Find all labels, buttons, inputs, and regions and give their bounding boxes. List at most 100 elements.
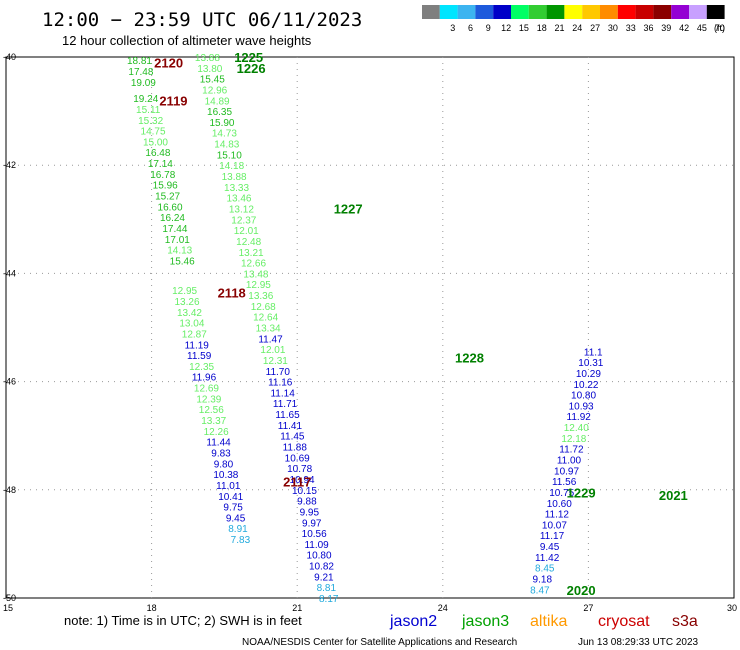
wave-height-value: 17.44 [162,224,187,235]
pass-label: 2117 [283,475,311,490]
wave-height-value: 13.42 [177,308,202,319]
wave-height-value: 14.75 [141,127,166,138]
colorbar-swatch [635,5,654,19]
wave-height-value: 11.12 [545,510,570,521]
wave-height-value: 9.97 [302,518,322,529]
wave-height-value: 13.34 [256,324,281,335]
wave-height-value: 10.78 [287,464,312,475]
colorbar-label: 70 [715,23,725,33]
wave-height-value: 16.78 [150,170,175,181]
colorbar-label: 27 [590,23,600,33]
wave-height-value: 13.04 [179,319,204,330]
wave-height-value: 10.94 [290,475,315,486]
wave-height-value: 15.96 [153,181,178,192]
wave-height-value: 15.27 [155,191,180,202]
colorbar-label: 21 [554,23,564,33]
wave-height-value: 11.72 [559,445,584,456]
wave-height-value: 17.01 [165,235,190,246]
pass-label: 1226 [237,61,266,76]
wave-height-value: 15.10 [217,150,242,161]
wave-height-value: 12.48 [236,237,261,248]
wave-height-value: 12.39 [196,394,221,405]
wave-height-value: 11.44 [206,438,231,449]
wave-height-value: 14.83 [214,140,239,151]
wave-height-value: 11.71 [273,399,298,410]
x-tick-label: 30 [727,603,737,613]
wave-height-value: 13.26 [175,297,200,308]
wave-height-value: 12.31 [263,356,288,367]
colorbar-swatch [457,5,476,19]
wave-height-value: 9.80 [214,459,234,470]
wave-height-value: 9.45 [226,513,246,524]
satellite-legend: jason2 jason3 altika cryosat s3a [389,613,698,630]
wave-height-value: 11.00 [557,456,582,467]
plot-frame [5,56,735,599]
wave-height-value: 12.95 [246,280,271,291]
wave-height-value: 19.24 [133,94,158,105]
colorbar-swatch [439,5,458,19]
colorbar-label: 33 [626,23,636,33]
wave-height-value: 16.24 [160,213,185,224]
pass-label: 2021 [659,488,688,503]
wave-height-value: 13.21 [239,248,264,259]
colorbar-swatch [582,5,600,19]
wave-height-value: 15.45 [200,75,225,86]
wave-height-value: 10.29 [576,369,601,380]
wave-height-value: 13.88 [222,172,247,183]
colorbar-swatch [528,5,547,19]
wave-height-value: 12.37 [231,215,256,226]
wave-height-value: 12.01 [234,226,259,237]
wave-height-value: 14.18 [219,161,244,172]
wave-height-value: 10.80 [571,391,596,402]
colorbar-swatch [546,5,565,19]
pass-label: 1229 [567,486,596,501]
wave-height-value: 13.88 [195,53,220,64]
colorbar-label: 39 [661,23,671,33]
wave-height-value: 9.95 [300,507,320,518]
wave-height-value: 15.46 [170,256,195,267]
wave-height-value: 10.75 [549,488,574,499]
timestamp-text: Jun 13 08:29:33 UTC 2023 [578,637,699,648]
wave-height-value: 10.93 [569,401,594,412]
wave-height-value: 13.37 [201,416,226,427]
satellite-legend-item: jason3 [461,613,509,630]
wave-height-value: 10.31 [578,358,603,369]
wave-height-value: 10.60 [547,499,572,510]
colorbar-label: 15 [519,23,529,33]
wave-height-value: 13.36 [248,291,273,302]
chart-title: 12:00 − 23:59 UTC 06/11/2023 [42,9,362,31]
wave-height-value: 19.09 [131,78,156,89]
colorbar-label: 30 [608,23,618,33]
satellite-legend-item: s3a [672,613,698,630]
colorbar-swatch [511,5,529,19]
wave-height-value: 11.14 [270,388,295,399]
wave-height-value: 16.48 [145,148,170,159]
wave-height-value: 10.41 [218,492,243,503]
wave-height-value: 13.12 [229,204,254,215]
wave-height-value: 15.32 [138,116,163,127]
wave-height-value: 10.80 [307,551,332,562]
wave-height-value: 12.87 [182,329,207,340]
x-tick-label: 21 [292,603,302,613]
satellite-legend-item: jason2 [389,613,437,630]
wave-height-value: 8.47 [530,585,550,596]
colorbar-label: 6 [468,23,473,33]
y-tick-label: -42 [3,160,16,170]
pass-label: 1227 [334,201,363,216]
wave-height-value: 9.83 [211,448,231,459]
wave-height-value: 11.96 [192,373,217,384]
colorbar-label: 42 [679,23,689,33]
colorbar-label: 9 [486,23,491,33]
wave-height-value: 12.64 [253,313,278,324]
satellite-legend-item: altika [530,613,567,630]
wave-height-value: 12.01 [260,345,285,356]
wave-height-value: 9.21 [314,572,334,583]
wave-height-value: 11.88 [283,443,308,454]
wave-height-value: 13.33 [224,183,249,194]
wave-height-value: 15.00 [143,137,168,148]
wave-height-value: 10.15 [292,486,317,497]
wave-height-value: 9.88 [297,497,317,508]
chart-subtitle: 12 hour collection of altimeter wave hei… [62,33,312,48]
pass-label: 2020 [567,583,596,598]
